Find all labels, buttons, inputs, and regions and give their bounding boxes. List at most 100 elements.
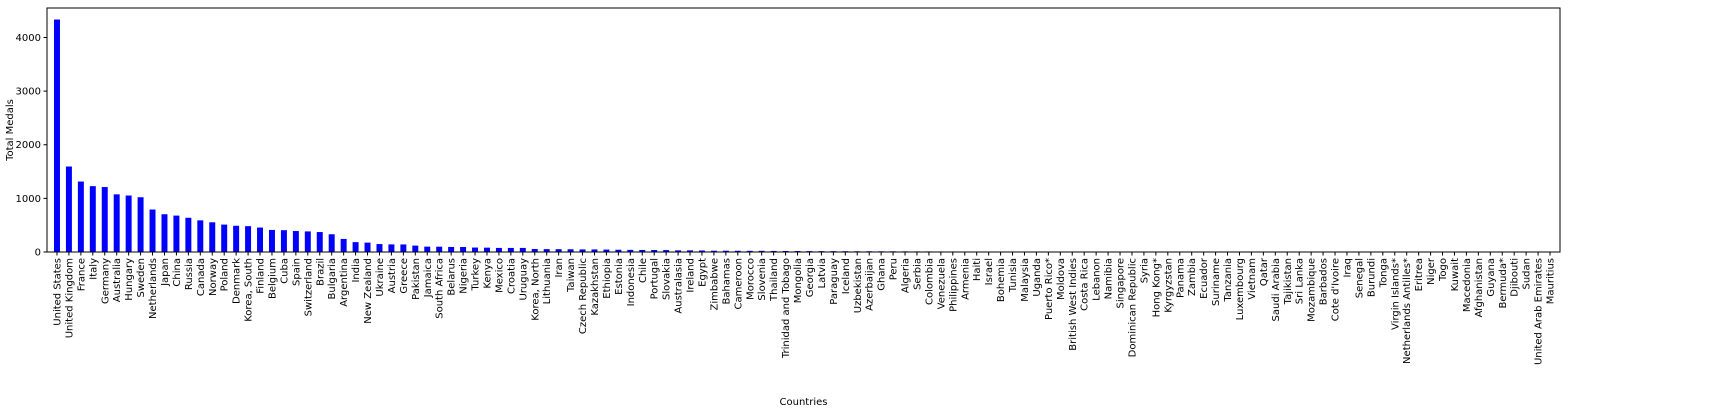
bar bbox=[460, 247, 467, 252]
x-axis-label: Countries bbox=[780, 397, 828, 408]
x-tick-label: Belgium bbox=[267, 258, 278, 299]
bar bbox=[507, 247, 514, 252]
y-tick-label: 2000 bbox=[16, 140, 41, 151]
bar bbox=[710, 250, 717, 252]
bar bbox=[89, 186, 96, 252]
bar bbox=[579, 249, 586, 252]
x-tick-label: Togo bbox=[1438, 258, 1449, 282]
x-tick-label: Namibia bbox=[1104, 258, 1115, 299]
x-tick-label: Italy bbox=[88, 258, 99, 280]
x-tick-label: Nigeria bbox=[459, 258, 470, 294]
x-tick-label: Singapore bbox=[1116, 258, 1127, 308]
x-tick-label: Finland bbox=[256, 258, 267, 294]
bars-group bbox=[53, 19, 1554, 253]
x-tick-label: Kazakhstan bbox=[590, 258, 601, 316]
x-tick-label: Greece bbox=[399, 258, 410, 294]
bar bbox=[687, 250, 694, 252]
x-tick-label: Kuwait bbox=[1450, 258, 1461, 291]
x-tick-label: Lebanon bbox=[1092, 258, 1103, 301]
bar bbox=[316, 232, 323, 252]
x-tick-label: Chile bbox=[638, 258, 649, 283]
x-tick-label: Syria bbox=[1139, 258, 1150, 283]
x-tick-label: Spain bbox=[291, 258, 302, 286]
x-tick-label: China bbox=[172, 258, 183, 287]
bar bbox=[651, 250, 658, 252]
x-tick-label: United Kingdom bbox=[64, 258, 75, 338]
bar bbox=[280, 230, 287, 252]
bar bbox=[591, 249, 598, 252]
bar bbox=[173, 215, 180, 252]
x-tick-label: Qatar bbox=[1259, 257, 1270, 286]
x-tick-label: Virgin Islands* bbox=[1390, 258, 1401, 330]
bar bbox=[698, 250, 705, 252]
x-tick-label: Haiti bbox=[972, 258, 983, 281]
x-tick-label: Bahamas bbox=[721, 258, 732, 305]
bar bbox=[328, 234, 335, 252]
x-tick-label: Thailand bbox=[769, 258, 780, 302]
x-tick-label: Canada bbox=[196, 258, 207, 296]
x-tick-label: Kenya bbox=[482, 258, 493, 289]
x-tick-label: Paraguay bbox=[829, 258, 840, 305]
x-axis-ticks: United States United Kingdom France Italy Ge… bbox=[52, 252, 1557, 365]
plot-frame bbox=[46, 7, 1561, 253]
x-tick-label: Slovakia bbox=[662, 258, 673, 300]
bar bbox=[352, 242, 359, 252]
x-tick-label: Lithuania bbox=[542, 258, 553, 304]
x-tick-label: Tonga bbox=[1378, 258, 1389, 288]
bar bbox=[555, 249, 562, 252]
x-tick-label: Hong Kong* bbox=[1151, 258, 1162, 317]
x-tick-label: Croatia bbox=[506, 258, 517, 294]
bar bbox=[436, 246, 443, 252]
x-tick-label: Vietnam bbox=[1247, 258, 1258, 300]
x-tick-label: Korea, South bbox=[244, 258, 255, 322]
x-tick-label: Australia bbox=[112, 258, 123, 302]
x-tick-label: Algeria bbox=[901, 258, 912, 293]
bar bbox=[149, 209, 156, 252]
bar bbox=[519, 247, 526, 252]
y-tick-label: 3000 bbox=[16, 87, 41, 98]
bar bbox=[627, 249, 634, 252]
bar bbox=[292, 231, 299, 252]
bar bbox=[233, 225, 240, 252]
x-tick-label: Latvia bbox=[817, 258, 828, 288]
bar bbox=[113, 194, 120, 252]
x-tick-label: Malaysia bbox=[1020, 258, 1031, 302]
x-tick-label: Morocco bbox=[745, 258, 756, 300]
x-tick-label: Norway bbox=[208, 258, 219, 296]
x-tick-label: Bermuda* bbox=[1498, 258, 1509, 309]
x-tick-label: Philippines bbox=[948, 258, 959, 312]
x-tick-label: Iceland bbox=[841, 258, 852, 294]
bar bbox=[424, 246, 431, 252]
x-tick-label: Ghana bbox=[877, 258, 888, 291]
x-tick-label: British West Indies bbox=[1068, 258, 1079, 351]
x-tick-label: Uganda bbox=[1032, 258, 1043, 297]
x-tick-label: Ecuador bbox=[1199, 257, 1210, 299]
bar bbox=[376, 244, 383, 252]
x-tick-label: Iraq bbox=[1342, 258, 1353, 278]
x-tick-label: Niger bbox=[1426, 257, 1437, 285]
bar bbox=[137, 197, 144, 252]
bar bbox=[483, 247, 490, 252]
bar bbox=[268, 229, 275, 252]
bar bbox=[615, 249, 622, 252]
bar bbox=[448, 246, 455, 252]
bar bbox=[388, 244, 395, 252]
x-tick-label: Cameroon bbox=[733, 258, 744, 309]
x-tick-label: Trinidad and Tobago bbox=[781, 258, 792, 359]
x-tick-label: Panama bbox=[1175, 258, 1186, 298]
bar bbox=[734, 250, 741, 252]
x-tick-label: Afghanistan bbox=[1474, 258, 1485, 318]
bar bbox=[77, 181, 84, 252]
x-tick-label: Israel bbox=[984, 258, 995, 285]
x-tick-label: Sudan bbox=[1522, 258, 1533, 290]
bar bbox=[603, 249, 610, 252]
x-tick-label: Colombia bbox=[924, 258, 935, 305]
x-tick-label: Peru bbox=[889, 258, 900, 280]
x-tick-label: Eritrea bbox=[1414, 258, 1425, 291]
y-tick-label: 0 bbox=[35, 248, 41, 259]
x-tick-label: Luxembourg bbox=[1235, 258, 1246, 320]
x-tick-label: United Arab Emirates bbox=[1534, 258, 1545, 365]
bar bbox=[257, 227, 264, 252]
x-tick-label: Turkey bbox=[471, 258, 482, 292]
x-tick-label: Portugal bbox=[650, 258, 661, 299]
